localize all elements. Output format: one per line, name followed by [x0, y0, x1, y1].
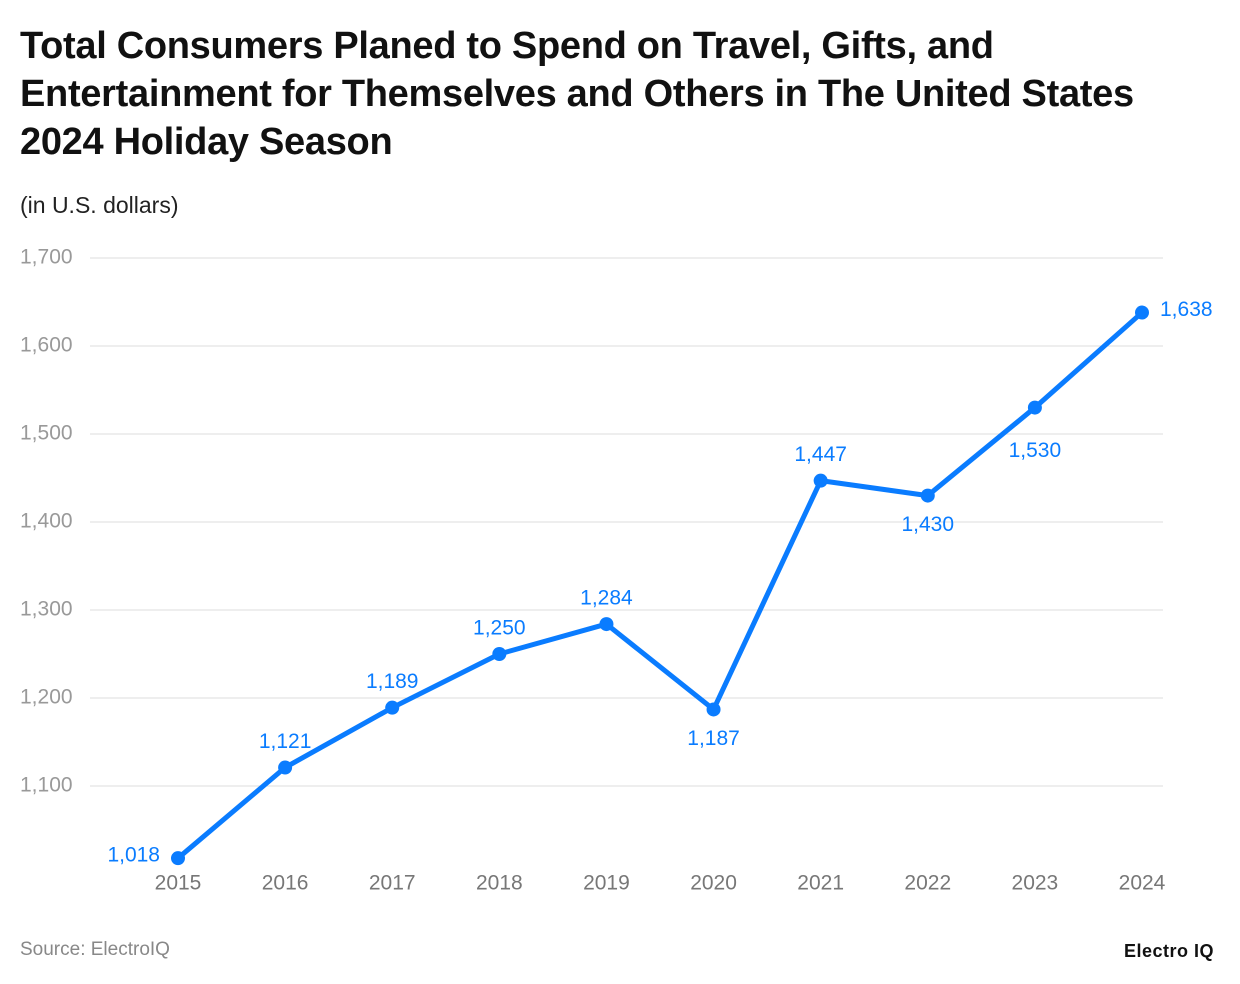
point: [171, 851, 185, 866]
point: [920, 488, 935, 503]
data-label: 1,530: [1009, 439, 1062, 462]
x-tick-label: 2022: [904, 872, 951, 895]
source: Source: ElectroIQ: [20, 939, 170, 960]
chart-title: Total Consumers Planed to Spend on Trave…: [20, 25, 1134, 163]
x-tick-label: 2020: [690, 872, 737, 895]
point: [385, 700, 400, 715]
y-tick-label: 1,200: [20, 686, 73, 709]
point: [813, 473, 828, 488]
chart-subtitle: (in U.S. dollars): [20, 192, 179, 218]
point: [278, 760, 293, 775]
data-label: 1,250: [473, 617, 526, 640]
y-tick-label: 1,300: [20, 598, 73, 621]
data-label: 1,121: [259, 730, 312, 753]
x-tick-label: 2021: [797, 872, 844, 895]
x-tick-label: 2016: [262, 872, 309, 895]
data-label: 1,189: [366, 670, 419, 693]
point: [492, 647, 507, 661]
point: [1135, 305, 1149, 320]
point: [599, 617, 614, 632]
y-tick-label: 1,700: [20, 246, 73, 269]
x-tick-label: 2017: [369, 872, 416, 895]
y-tick-label: 1,600: [20, 334, 73, 357]
y-tick-label: 1,500: [20, 422, 73, 445]
x-tick-label: 2019: [583, 872, 630, 895]
data-label: 1,018: [107, 844, 160, 867]
data-label: 1,430: [901, 513, 954, 536]
data-label: 1,447: [794, 443, 847, 466]
y-tick-label: 1,100: [20, 774, 73, 797]
data-label: 1,638: [1160, 298, 1213, 321]
x-tick-label: 2023: [1012, 872, 1059, 895]
brand: Electro IQ: [1123, 941, 1214, 961]
point: [706, 702, 721, 717]
point: [1027, 400, 1042, 415]
data-label: 1,187: [687, 727, 740, 750]
y-tick-label: 1,400: [20, 510, 73, 533]
line: [176, 310, 1144, 861]
x-tick-label: 2015: [155, 872, 202, 895]
data-label: 1,284: [580, 587, 633, 610]
x-tick-label: 2024: [1119, 872, 1166, 895]
x-tick-label: 2018: [476, 872, 523, 895]
